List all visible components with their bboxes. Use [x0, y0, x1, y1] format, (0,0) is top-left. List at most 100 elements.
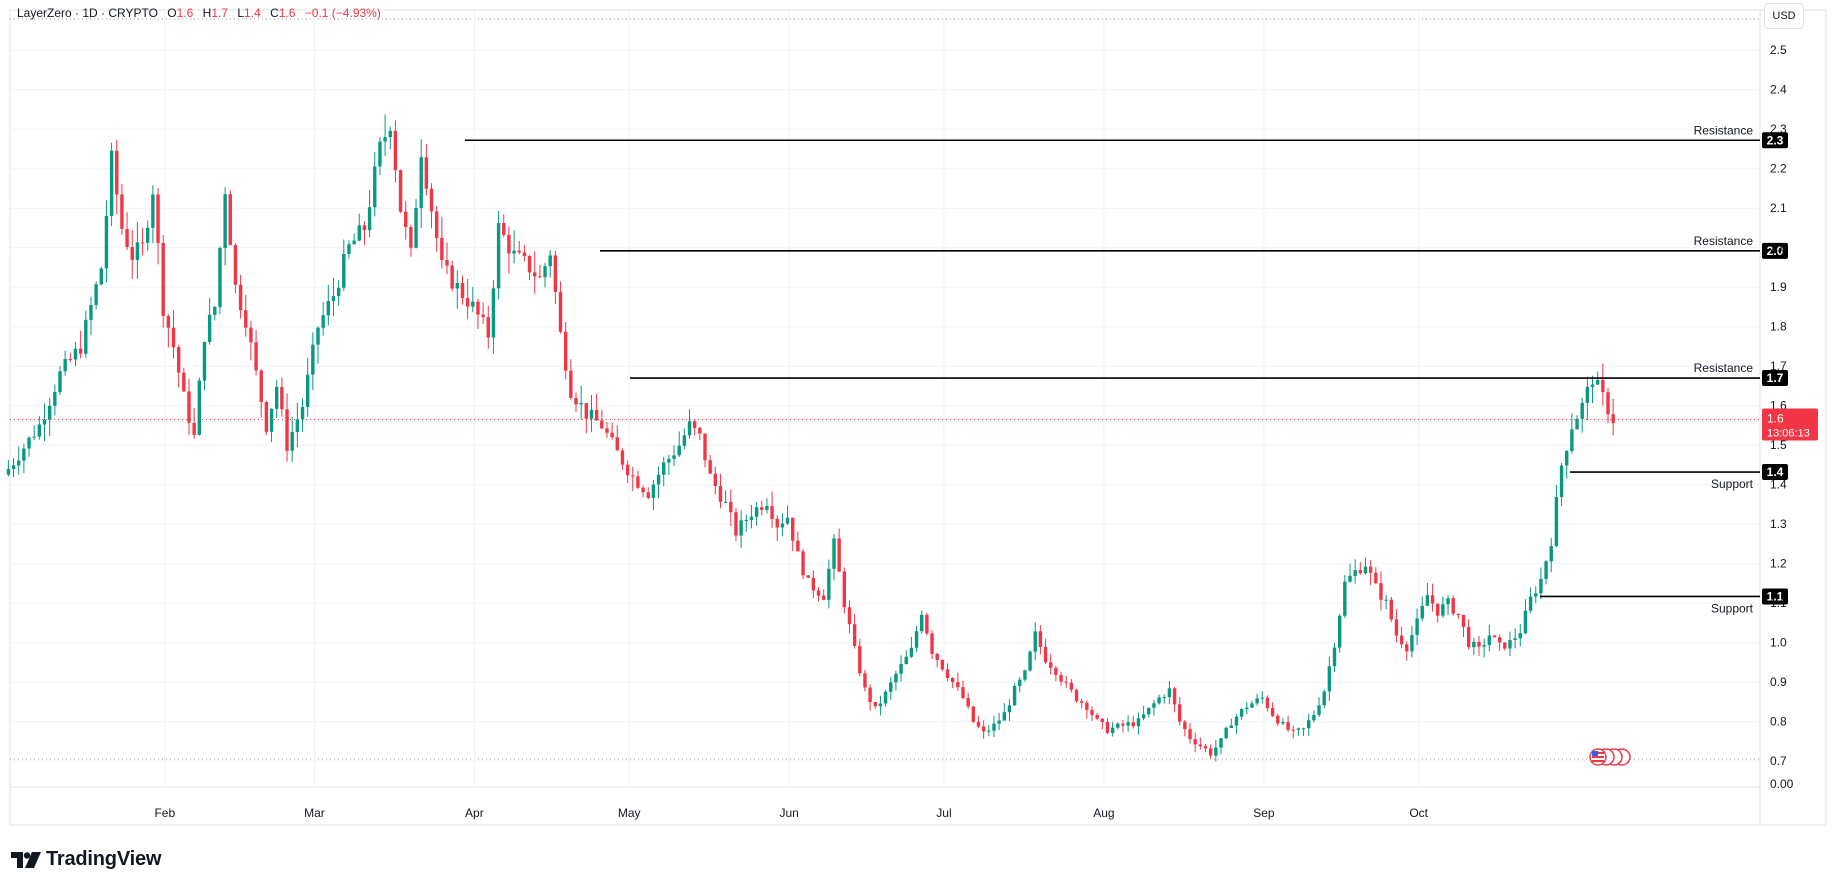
candle-body: [491, 288, 496, 338]
resistance-price-value: 2.3: [1767, 133, 1784, 147]
candle-body: [961, 687, 965, 698]
candle-body: [1322, 691, 1326, 706]
candle-body: [398, 170, 403, 212]
candle-body: [899, 664, 903, 674]
candle-body: [1157, 697, 1161, 704]
candle-body: [259, 370, 263, 403]
tradingview-logo[interactable]: TradingView: [11, 848, 161, 871]
candle-body: [1291, 729, 1295, 731]
candle-body: [1539, 578, 1543, 594]
resistance-price-value: 2.0: [1767, 244, 1784, 258]
candle-body: [827, 568, 831, 600]
candle-body: [1002, 712, 1006, 721]
candle-body: [1193, 739, 1197, 745]
candle-body: [404, 211, 408, 228]
candle-body: [1337, 615, 1342, 648]
candle-body: [192, 422, 196, 435]
candle-body: [1415, 618, 1419, 636]
candle-body: [383, 136, 387, 142]
candle-body: [1265, 697, 1270, 709]
candle-body: [151, 194, 155, 228]
price-tick-label: 2.2: [1770, 162, 1787, 176]
price-tick-label: 1.1: [1770, 596, 1787, 610]
candle-body: [1079, 701, 1084, 703]
candle-body: [698, 427, 702, 434]
candle-body: [388, 130, 392, 137]
candle-body: [1059, 674, 1063, 682]
price-tick-label: 2.4: [1770, 83, 1787, 97]
candle-body: [543, 266, 547, 278]
candle-body: [780, 523, 785, 528]
candle-body: [739, 520, 743, 536]
open-label: O: [167, 6, 177, 20]
flag-stripe: [1592, 756, 1604, 758]
candle-body: [135, 242, 140, 261]
candle-body: [109, 150, 114, 216]
candle-body: [1425, 595, 1430, 606]
open-value: 1.6: [176, 6, 194, 20]
candle-body: [1379, 583, 1383, 600]
candle-body: [1343, 581, 1347, 616]
symbol-legend[interactable]: LayerZero · 1D · CRYPTO O1.6 H1.7 L1.4 C…: [17, 6, 381, 20]
candle-body: [971, 706, 976, 722]
candle-body: [434, 211, 439, 238]
candle-body: [275, 386, 279, 409]
candle-body: [527, 255, 532, 273]
candle-body: [1281, 722, 1285, 724]
price-tick-label: 2.3: [1770, 122, 1787, 136]
time-tick-label: Aug: [1093, 806, 1114, 820]
candle-body: [1466, 626, 1471, 648]
candle-body: [1234, 716, 1239, 726]
candle-body: [930, 633, 934, 654]
support-price-tag: [1762, 464, 1788, 481]
candle-body: [785, 517, 790, 524]
candle-body: [863, 673, 867, 688]
candle-body: [563, 331, 568, 371]
candle-body: [1131, 722, 1135, 727]
currency-selector[interactable]: USD: [1764, 3, 1804, 29]
candle-body: [223, 194, 227, 248]
candle-body: [718, 486, 723, 502]
candle-body: [873, 702, 877, 707]
candle-body: [548, 255, 552, 267]
candle-body: [1255, 698, 1259, 704]
candle-body: [450, 265, 454, 289]
candle-body: [1141, 714, 1146, 719]
candle-body: [847, 607, 852, 625]
candle-body: [73, 348, 78, 360]
candle-body: [1451, 598, 1455, 614]
economic-events[interactable]: [1589, 748, 1631, 766]
candle-body: [1018, 679, 1022, 686]
candle-body: [367, 207, 372, 231]
low-value: 1.4: [244, 6, 261, 20]
candle-body: [522, 252, 527, 256]
candle-body: [1487, 635, 1492, 646]
candle-body: [429, 188, 434, 212]
candle-body: [1172, 688, 1177, 705]
flag-canton: [1592, 751, 1598, 756]
candle-body: [837, 538, 841, 572]
candle-body: [1508, 640, 1512, 649]
candle-body: [760, 507, 764, 510]
candle-body: [1492, 635, 1497, 638]
candle-body: [920, 614, 924, 632]
candle-body: [672, 455, 676, 459]
candle-body: [1250, 703, 1254, 708]
candle-body: [37, 424, 42, 437]
candle-body: [1513, 638, 1517, 641]
candle-body: [1348, 575, 1352, 582]
time-tick-label: Feb: [154, 806, 175, 820]
time-axis[interactable]: Feb Mar Apr May Jun Jul Aug Sep Oct: [154, 806, 1428, 820]
candle-body: [140, 242, 145, 244]
candle-body: [610, 432, 614, 438]
candle-body: [202, 341, 207, 381]
symbol-title[interactable]: LayerZero · 1D · CRYPTO: [17, 6, 158, 20]
support-label: Support: [1711, 477, 1754, 491]
candle-body: [1332, 647, 1337, 667]
candle-body: [1219, 738, 1223, 748]
candle-body: [440, 237, 444, 261]
candle-body: [357, 225, 361, 241]
candle-body: [1446, 598, 1450, 605]
candle-body: [1384, 599, 1388, 601]
